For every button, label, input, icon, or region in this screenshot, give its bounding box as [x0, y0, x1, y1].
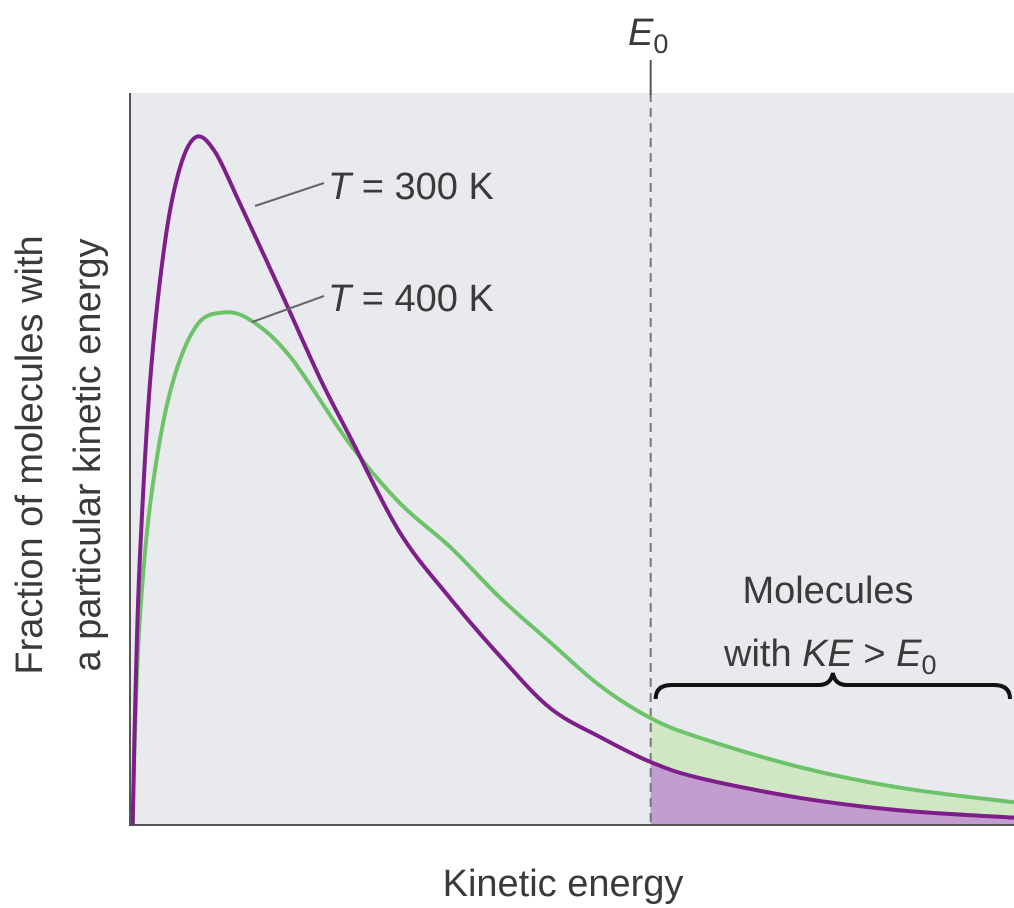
series-line-t300 — [130, 134, 1014, 826]
legend-label-t300: T = 300 K — [328, 166, 494, 208]
x-axis-label: Kinetic energy — [443, 863, 684, 905]
y-axis-label-line1: Fraction of molecules with — [9, 235, 51, 674]
annotation-brace — [653, 672, 1012, 700]
leader-line-t300 — [254, 182, 325, 207]
series-line-t400 — [130, 310, 1014, 826]
annotation-line2: with KE > E0 — [723, 633, 937, 680]
legend-label-t400: T = 400 K — [328, 278, 494, 320]
y-axis-label-line2: a particular kinetic energy — [67, 239, 109, 672]
area-fill-t300 — [650, 762, 1014, 825]
threshold-label: E0 — [628, 12, 668, 59]
leader-line-t400 — [251, 295, 325, 323]
annotation-line1: Molecules — [742, 570, 913, 612]
plot-background — [130, 93, 1014, 825]
